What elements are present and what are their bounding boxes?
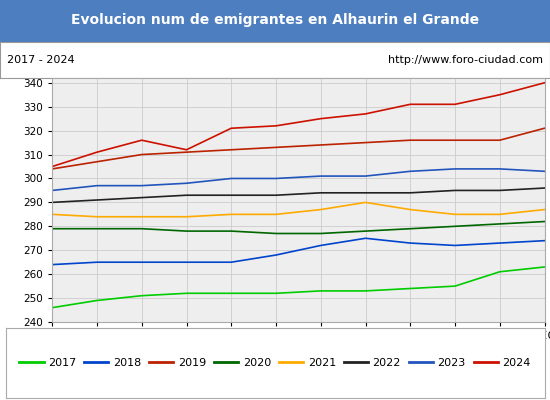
Text: http://www.foro-ciudad.com: http://www.foro-ciudad.com (388, 55, 543, 65)
Text: 2017 - 2024: 2017 - 2024 (7, 55, 74, 65)
Text: Evolucion num de emigrantes en Alhaurin el Grande: Evolucion num de emigrantes en Alhaurin … (71, 13, 479, 27)
Legend: 2017, 2018, 2019, 2020, 2021, 2022, 2023, 2024: 2017, 2018, 2019, 2020, 2021, 2022, 2023… (15, 354, 535, 372)
